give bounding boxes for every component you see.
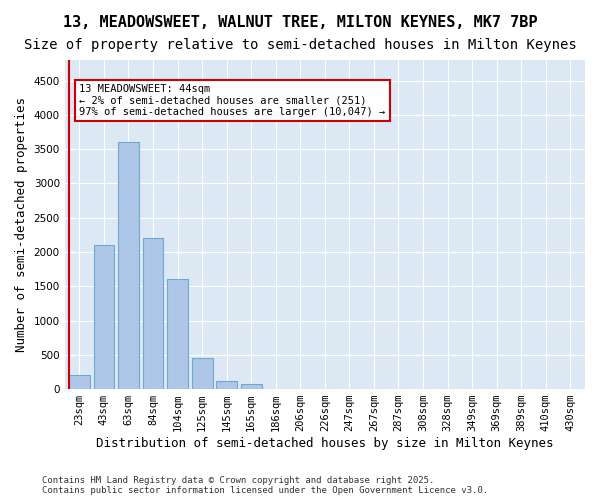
Bar bbox=[216, 381, 237, 389]
X-axis label: Distribution of semi-detached houses by size in Milton Keynes: Distribution of semi-detached houses by … bbox=[96, 437, 554, 450]
Bar bbox=[94, 245, 115, 389]
Bar bbox=[69, 376, 90, 389]
Bar bbox=[143, 238, 163, 389]
Bar bbox=[241, 384, 262, 389]
Text: Contains HM Land Registry data © Crown copyright and database right 2025.
Contai: Contains HM Land Registry data © Crown c… bbox=[42, 476, 488, 495]
Bar bbox=[191, 358, 212, 389]
Text: 13, MEADOWSWEET, WALNUT TREE, MILTON KEYNES, MK7 7BP: 13, MEADOWSWEET, WALNUT TREE, MILTON KEY… bbox=[63, 15, 537, 30]
Bar bbox=[167, 280, 188, 389]
Y-axis label: Number of semi-detached properties: Number of semi-detached properties bbox=[15, 97, 28, 352]
Text: 13 MEADOWSWEET: 44sqm
← 2% of semi-detached houses are smaller (251)
97% of semi: 13 MEADOWSWEET: 44sqm ← 2% of semi-detac… bbox=[79, 84, 386, 117]
Bar bbox=[118, 142, 139, 389]
Text: Size of property relative to semi-detached houses in Milton Keynes: Size of property relative to semi-detach… bbox=[23, 38, 577, 52]
